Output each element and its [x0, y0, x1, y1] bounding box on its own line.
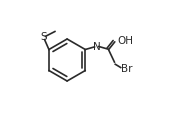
Text: N: N	[93, 42, 101, 51]
Text: S: S	[41, 33, 47, 42]
Text: OH: OH	[117, 36, 133, 45]
Text: Br: Br	[121, 64, 133, 74]
